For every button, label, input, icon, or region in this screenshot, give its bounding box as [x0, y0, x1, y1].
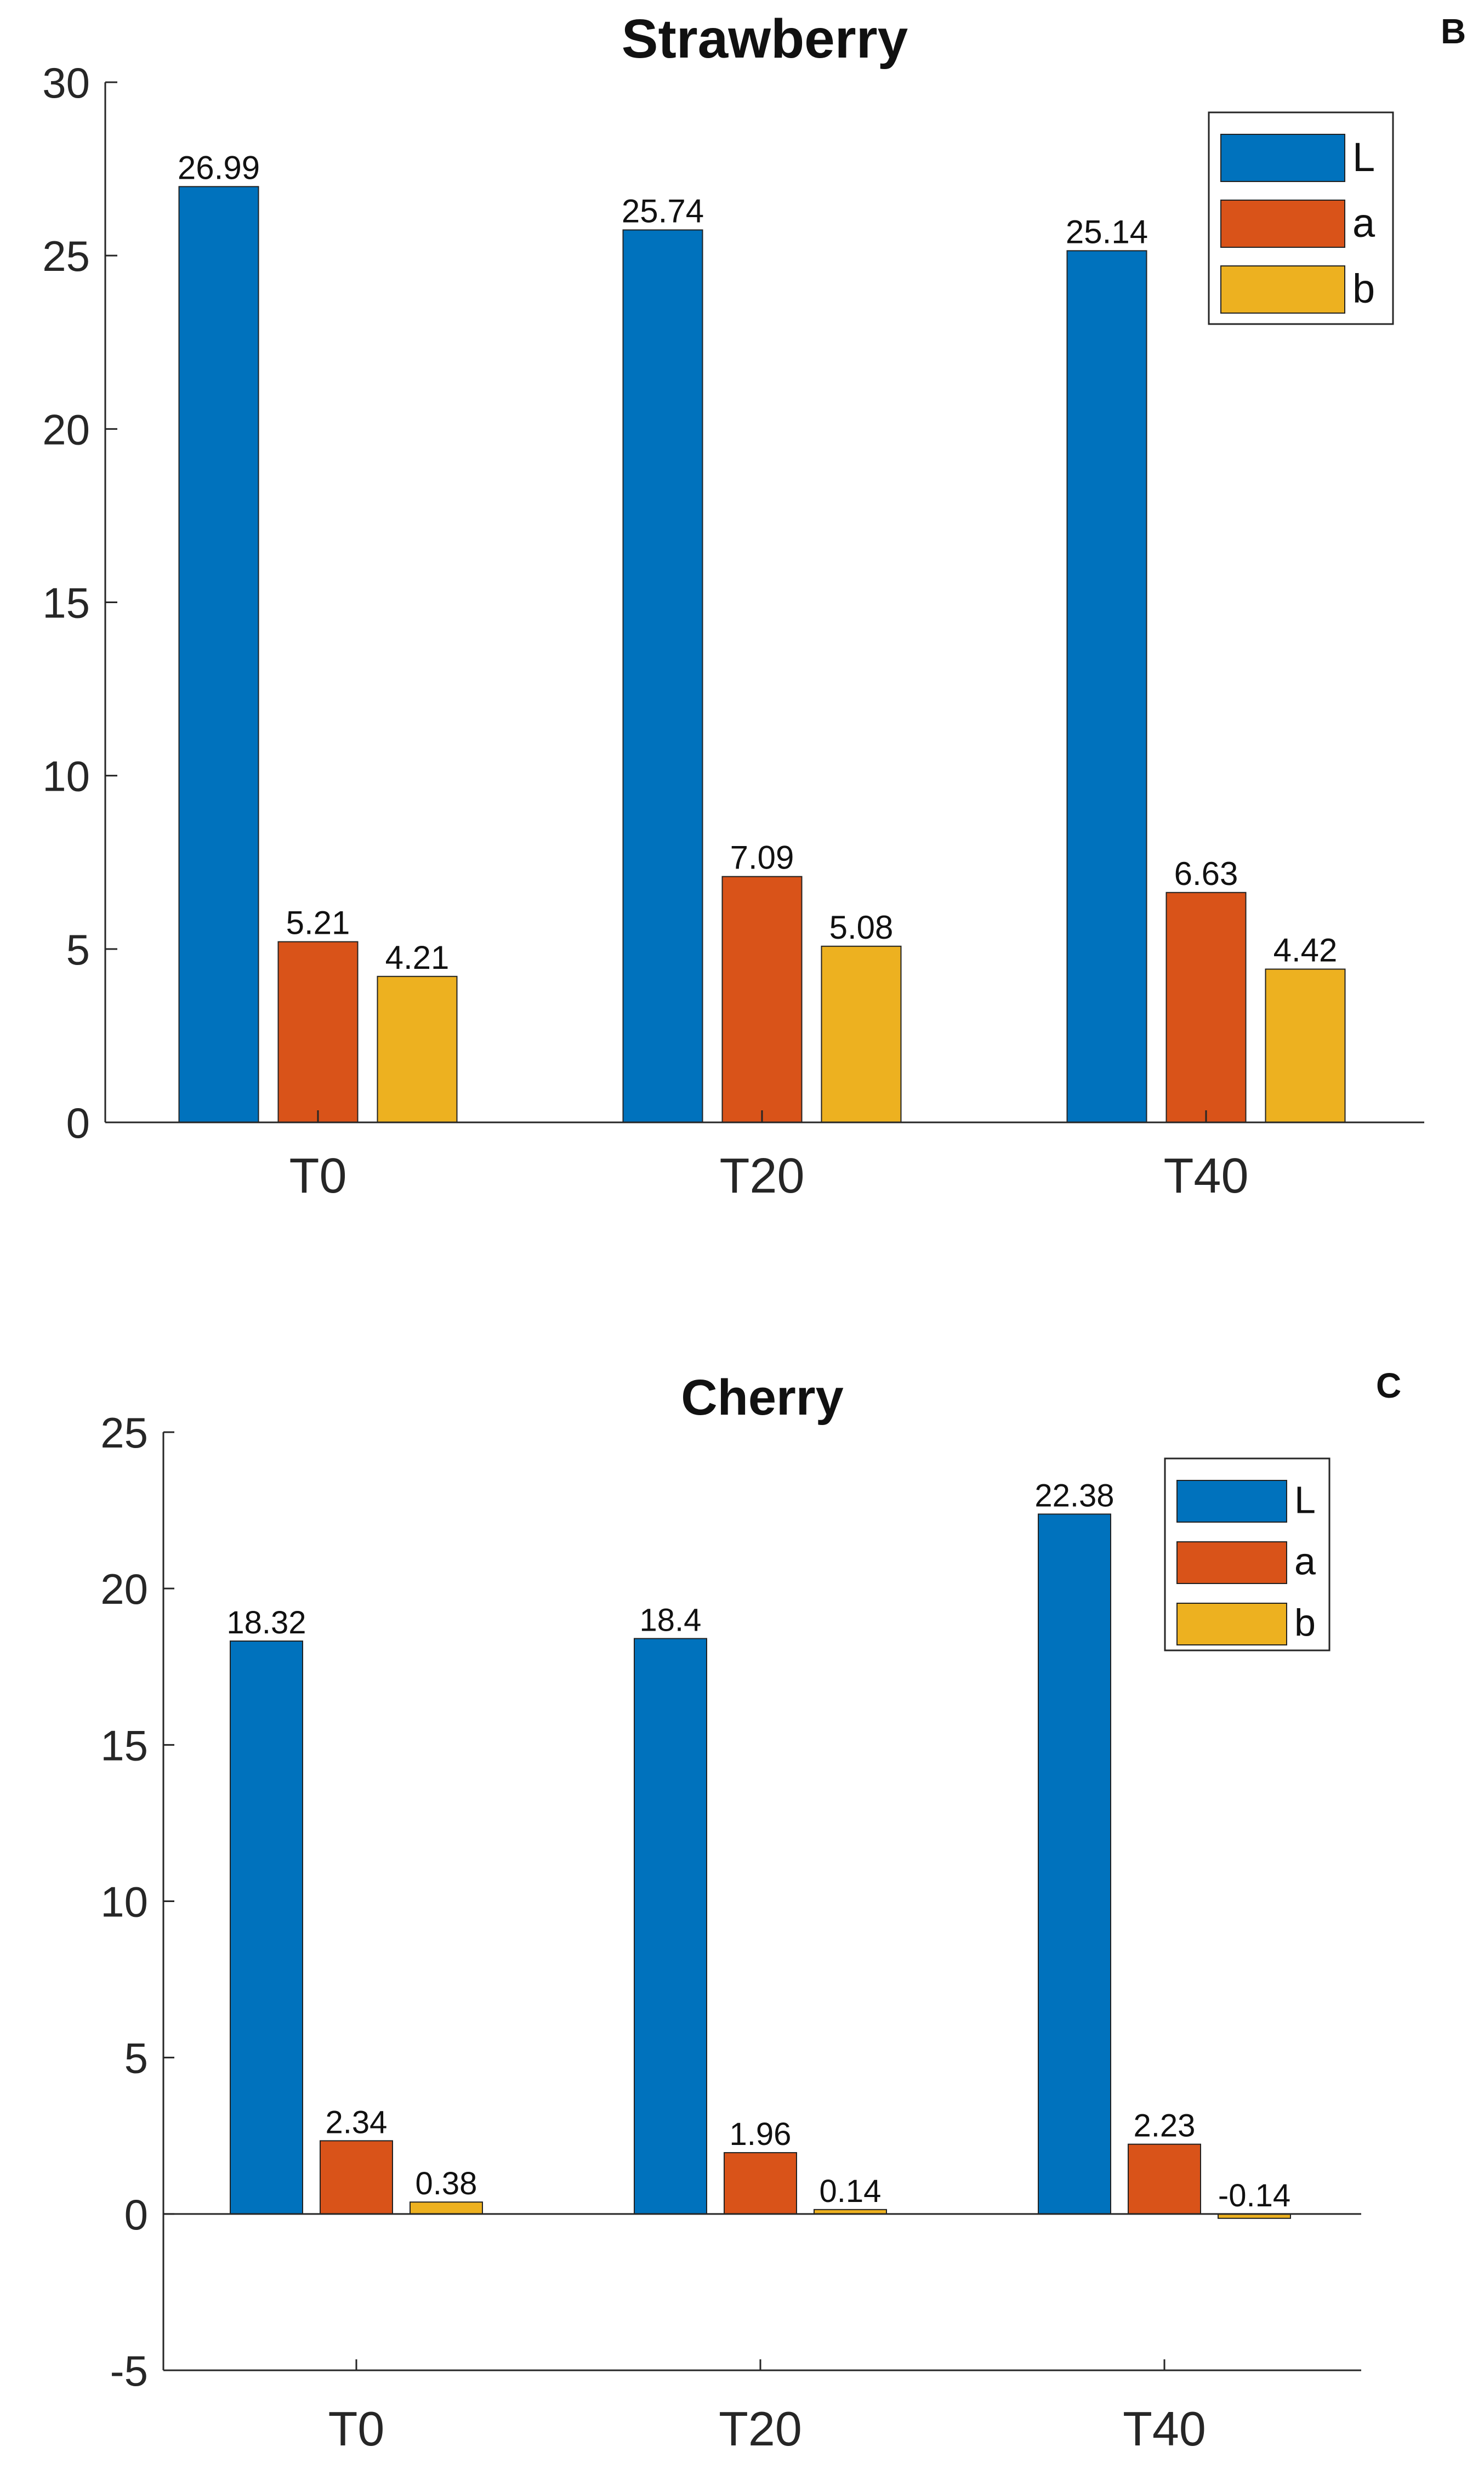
strawberry-title: Strawberry: [622, 8, 908, 70]
strawberry-data-label-b-t0: 4.21: [385, 939, 450, 976]
strawberry-bar-a-t0: [277, 941, 359, 1123]
strawberry-y-tick-label-15: 15: [42, 579, 90, 627]
strawberry-data-label-a-t0: 5.21: [286, 905, 350, 941]
strawberry-bar-l-t40: [1066, 250, 1147, 1123]
strawberry-data-label-a-t40: 6.63: [1174, 855, 1238, 892]
strawberry-bar-b-t0: [377, 975, 458, 1123]
cherry-data-label-l-t20: 18.4: [640, 1602, 702, 1638]
cherry-y-tick-label-10: 10: [100, 1878, 148, 1926]
panel-letter-c: C: [1376, 1366, 1402, 1405]
cherry-bar-a-t0: [320, 2140, 393, 2215]
strawberry-data-label-l-t20: 25.74: [622, 192, 704, 229]
strawberry-bar-a-t40: [1165, 892, 1247, 1123]
cherry-data-label-b-t20: 0.14: [820, 2173, 882, 2209]
strawberry-data-label-b-t40: 4.42: [1273, 932, 1338, 969]
strawberry-y-tick-label-25: 25: [42, 232, 90, 280]
strawberry-bar-a-t20: [721, 876, 803, 1123]
strawberry-y-tick-label-10: 10: [42, 752, 90, 801]
cherry-chart: Cherry 18.32 2.34 0.38 18.4 1.96 0.14 22.38 2.23…: [100, 1371, 1361, 2456]
strawberry-x-tick-label-t20: T20: [719, 1149, 804, 1204]
panel-letter-b: B: [1441, 12, 1466, 51]
cherry-data-label-l-t0: 18.32: [226, 1605, 306, 1641]
cherry-y-tick-label-0: 0: [124, 2190, 148, 2239]
cherry-y-tick-label-5: 5: [124, 2034, 148, 2082]
cherry-x-tick-label-t20: T20: [719, 2402, 802, 2456]
strawberry-legend-label-a: a: [1352, 200, 1375, 246]
strawberry-data-label-a-t20: 7.09: [730, 839, 794, 876]
strawberry-bar-l-t20: [622, 229, 703, 1123]
cherry-data-label-b-t40: -0.14: [1218, 2178, 1290, 2213]
cherry-legend-swatch-l: [1176, 1480, 1287, 1523]
strawberry-y-tick-label-5: 5: [66, 926, 90, 974]
strawberry-legend-swatch-b: [1220, 265, 1345, 314]
strawberry-chart: Strawberry 26.99 5.21 4.21 25.74 7.09 5.08 25.1…: [42, 8, 1424, 1204]
cherry-title: Cherry: [681, 1371, 844, 1426]
strawberry-legend-swatch-a: [1220, 200, 1345, 248]
cherry-data-label-a-t0: 2.34: [326, 2104, 388, 2140]
strawberry-x-tick-label-t40: T40: [1163, 1149, 1248, 1204]
strawberry-bar-l-t0: [178, 186, 259, 1123]
cherry-y-tick-label-25: 25: [100, 1409, 148, 1457]
cherry-x-tick-label-t0: T0: [328, 2402, 385, 2456]
strawberry-data-label-l-t0: 26.99: [178, 149, 260, 186]
cherry-bar-a-t40: [1128, 2143, 1201, 2215]
cherry-data-label-a-t20: 1.96: [730, 2116, 792, 2152]
strawberry-data-label-b-t20: 5.08: [829, 909, 894, 946]
cherry-legend-swatch-b: [1176, 1603, 1287, 1645]
cherry-data-label-l-t40: 22.38: [1034, 1478, 1114, 1513]
cherry-bar-b-t0: [410, 2201, 483, 2215]
strawberry-y-tick-label-0: 0: [66, 1099, 90, 1147]
cherry-legend-label-a: a: [1294, 1540, 1316, 1582]
strawberry-y-tick-label-20: 20: [42, 405, 90, 453]
cherry-legend-label-l: L: [1294, 1478, 1316, 1521]
cherry-legend-label-b: b: [1294, 1601, 1316, 1644]
cherry-y-tick-label-20: 20: [100, 1565, 148, 1613]
cherry-y-tick-label--5: -5: [110, 2347, 148, 2395]
cherry-data-label-a-t40: 2.23: [1134, 2108, 1196, 2144]
strawberry-legend-label-b: b: [1352, 266, 1375, 311]
strawberry-data-label-l-t40: 25.14: [1066, 213, 1148, 250]
strawberry-y-tick-label-30: 30: [42, 59, 90, 107]
strawberry-legend-swatch-l: [1220, 134, 1345, 182]
strawberry-bar-b-t40: [1265, 968, 1346, 1123]
cherry-bar-a-t20: [724, 2152, 797, 2215]
cherry-bar-l-t40: [1038, 1513, 1111, 2215]
cherry-x-tick-label-t40: T40: [1123, 2402, 1206, 2456]
strawberry-bar-b-t20: [821, 945, 902, 1123]
cherry-y-tick-label-15: 15: [100, 1721, 148, 1769]
strawberry-legend-label-l: L: [1352, 134, 1375, 180]
strawberry-x-tick-label-t0: T0: [289, 1149, 346, 1204]
cherry-bar-l-t20: [634, 1638, 707, 2215]
cherry-legend-swatch-a: [1176, 1541, 1287, 1584]
cherry-data-label-b-t0: 0.38: [416, 2166, 477, 2201]
cherry-bar-l-t0: [230, 1640, 303, 2215]
